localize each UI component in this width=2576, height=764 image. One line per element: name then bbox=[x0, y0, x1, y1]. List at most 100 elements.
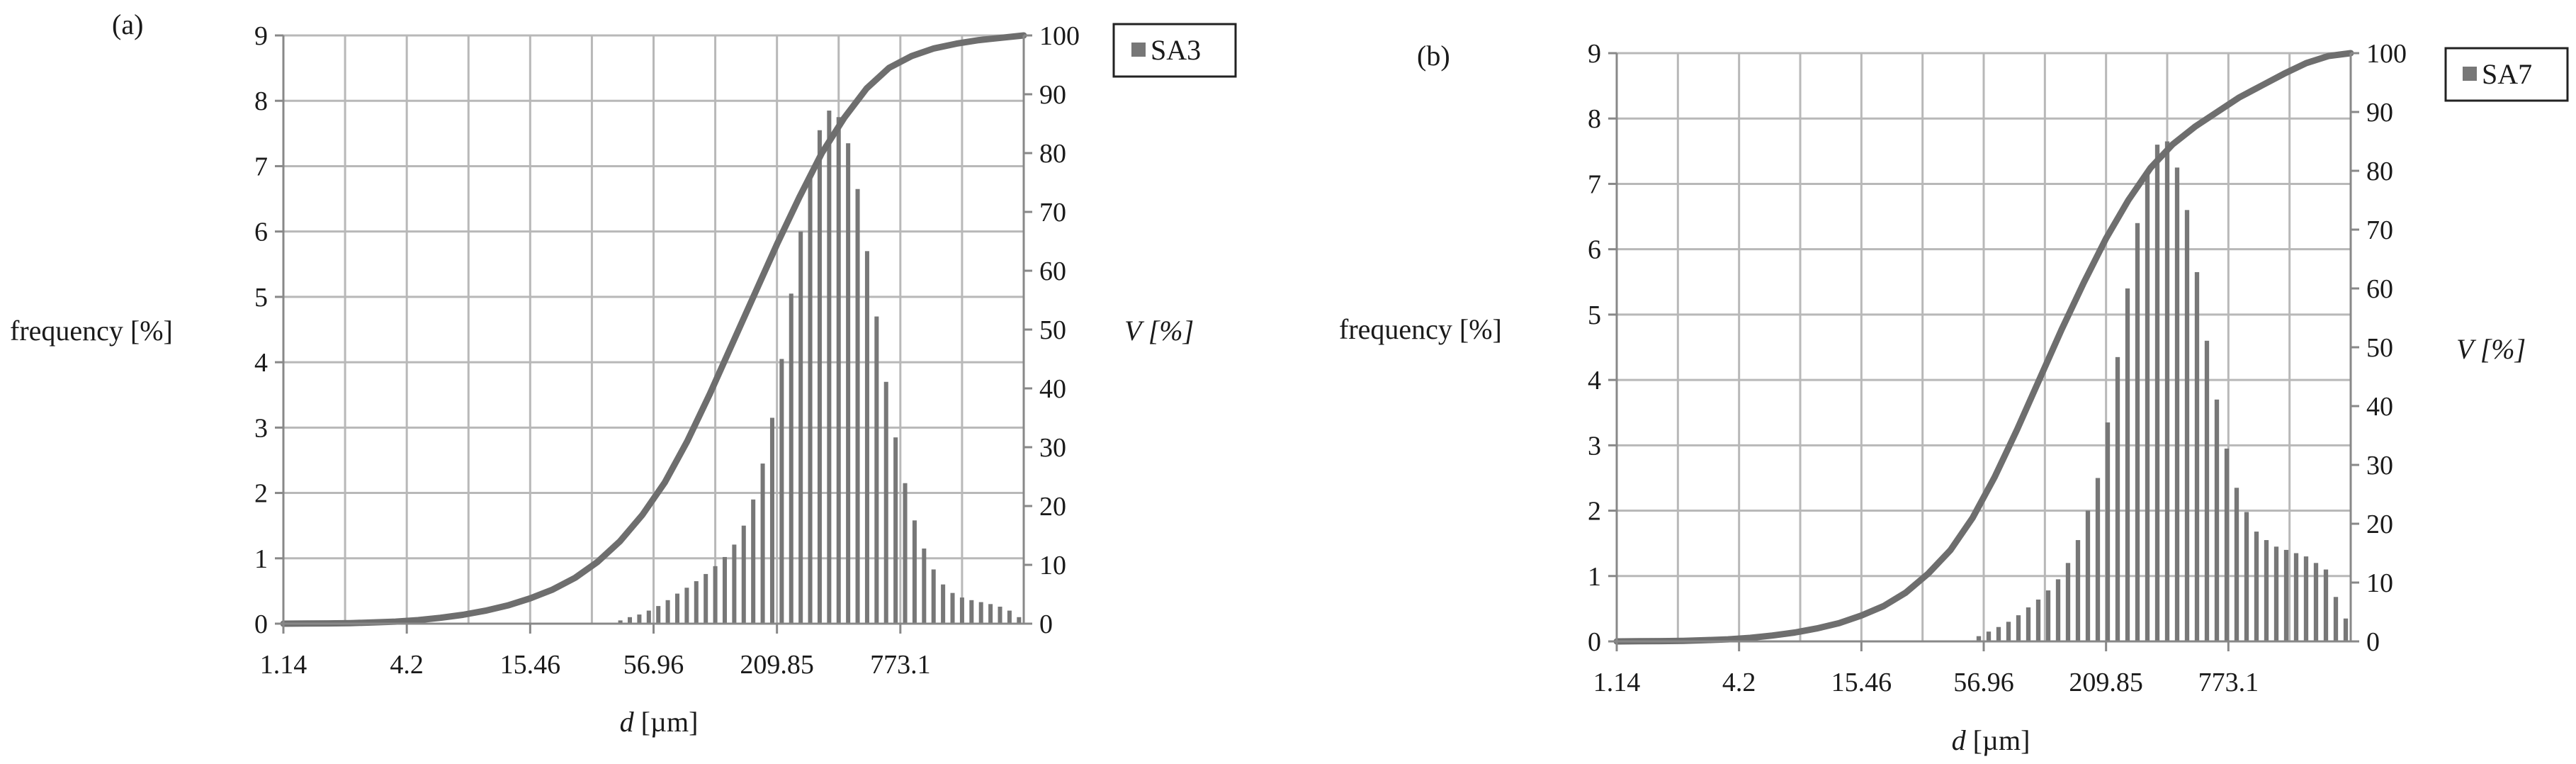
x-tick-label: 56.96 bbox=[1953, 668, 2014, 697]
y-tick-label: 5 bbox=[254, 283, 268, 313]
y2-tick-label: 0 bbox=[1039, 609, 1053, 639]
y-axis-label: frequency [%] bbox=[10, 315, 173, 347]
y2-tick-label: 30 bbox=[1039, 433, 1066, 463]
y2-tick-label: 40 bbox=[2366, 392, 2393, 422]
y2-tick-label: 20 bbox=[2366, 510, 2393, 539]
y-tick-label: 7 bbox=[1588, 169, 1601, 199]
y2-tick-label: 30 bbox=[2366, 451, 2393, 481]
bar bbox=[2273, 546, 2279, 641]
bar bbox=[760, 464, 765, 624]
x-tick-label: 209.85 bbox=[2069, 668, 2143, 697]
y2-tick-label: 80 bbox=[2366, 157, 2393, 186]
bar bbox=[2184, 210, 2190, 641]
bar bbox=[2115, 356, 2120, 641]
bar bbox=[2154, 145, 2160, 642]
bar bbox=[684, 588, 689, 624]
bar bbox=[808, 176, 813, 624]
y2-tick-label: 0 bbox=[2366, 627, 2380, 657]
legend-box bbox=[2444, 47, 2569, 102]
bar bbox=[998, 607, 1002, 624]
y-tick-label: 4 bbox=[1588, 366, 1601, 395]
bar bbox=[922, 548, 927, 624]
y-tick-label: 5 bbox=[1588, 300, 1601, 330]
y-tick-label: 9 bbox=[254, 21, 268, 51]
bar bbox=[817, 130, 822, 624]
legend-swatch bbox=[2463, 67, 2477, 81]
y-tick-label: 3 bbox=[254, 413, 268, 443]
bar bbox=[2085, 510, 2091, 641]
cumulative-line-a bbox=[280, 32, 1027, 627]
bar bbox=[2343, 618, 2349, 641]
x-tick-label: 15.46 bbox=[500, 650, 561, 680]
bar bbox=[2006, 622, 2011, 641]
panel-label: (a) bbox=[112, 9, 143, 40]
y-tick-label: 3 bbox=[1588, 431, 1601, 461]
x-axis-label-unit: [µm] bbox=[634, 706, 699, 738]
y2-tick-label: 50 bbox=[1039, 315, 1066, 345]
bar bbox=[722, 556, 727, 624]
bar bbox=[2313, 563, 2319, 641]
bar bbox=[827, 111, 832, 624]
x-tick-label: 56.96 bbox=[623, 650, 684, 680]
bar bbox=[988, 604, 993, 624]
bar bbox=[789, 293, 793, 624]
bar bbox=[2125, 288, 2130, 641]
bar bbox=[2145, 171, 2150, 641]
legend: SA7 bbox=[2444, 47, 2569, 102]
y2-tick-label: 10 bbox=[2366, 568, 2393, 598]
y2-axis-label-text: V [%] bbox=[1124, 315, 1194, 347]
bar bbox=[2303, 556, 2309, 641]
bar bbox=[836, 117, 841, 624]
x-tick-label: 209.85 bbox=[740, 650, 814, 680]
bar bbox=[903, 483, 908, 624]
bar bbox=[2323, 569, 2329, 641]
x-tick-label: 1.14 bbox=[1593, 668, 1641, 697]
bar bbox=[2035, 599, 2041, 641]
bar bbox=[2164, 141, 2170, 641]
y2-tick-label: 70 bbox=[1039, 198, 1066, 227]
legend-label: SA7 bbox=[2482, 58, 2532, 90]
bar bbox=[2234, 488, 2239, 641]
y-tick-label: 7 bbox=[254, 152, 268, 181]
legend-swatch bbox=[1131, 43, 1146, 57]
y2-tick-label: 50 bbox=[2366, 333, 2393, 363]
bar bbox=[2224, 448, 2230, 641]
x-tick-label: 773.1 bbox=[2198, 668, 2259, 697]
y2-tick-label: 60 bbox=[1039, 257, 1066, 286]
y2-tick-label: 80 bbox=[1039, 139, 1066, 169]
bar bbox=[665, 600, 670, 624]
y-tick-label: 6 bbox=[1588, 235, 1601, 265]
bar bbox=[674, 593, 680, 624]
bars-b bbox=[1976, 141, 2349, 642]
x-tick-label: 15.46 bbox=[1831, 668, 1892, 697]
bar bbox=[618, 620, 623, 624]
bar bbox=[2095, 478, 2101, 641]
bar bbox=[779, 359, 784, 624]
bar bbox=[751, 499, 756, 624]
y2-tick-label: 100 bbox=[2366, 39, 2407, 69]
y2-axis-label: V [%] bbox=[1124, 315, 1194, 347]
y2-axis-label-text: V [%] bbox=[2456, 333, 2526, 365]
y-tick-label: 2 bbox=[254, 479, 268, 509]
bar bbox=[1017, 617, 1022, 624]
bar bbox=[646, 610, 651, 624]
bar bbox=[2105, 422, 2111, 641]
bar bbox=[704, 573, 708, 624]
bar bbox=[874, 316, 879, 624]
bar bbox=[656, 606, 661, 624]
bar bbox=[969, 600, 974, 624]
y-tick-label: 4 bbox=[254, 348, 268, 378]
bar bbox=[2075, 540, 2081, 641]
bar bbox=[2214, 399, 2220, 641]
cumulative-curve bbox=[1613, 50, 2354, 645]
bar bbox=[2204, 340, 2210, 641]
y-tick-label: 1 bbox=[1588, 562, 1601, 592]
bar bbox=[846, 143, 851, 624]
bar bbox=[2026, 607, 2031, 641]
bar bbox=[950, 592, 955, 624]
y-tick-label: 8 bbox=[254, 86, 268, 116]
